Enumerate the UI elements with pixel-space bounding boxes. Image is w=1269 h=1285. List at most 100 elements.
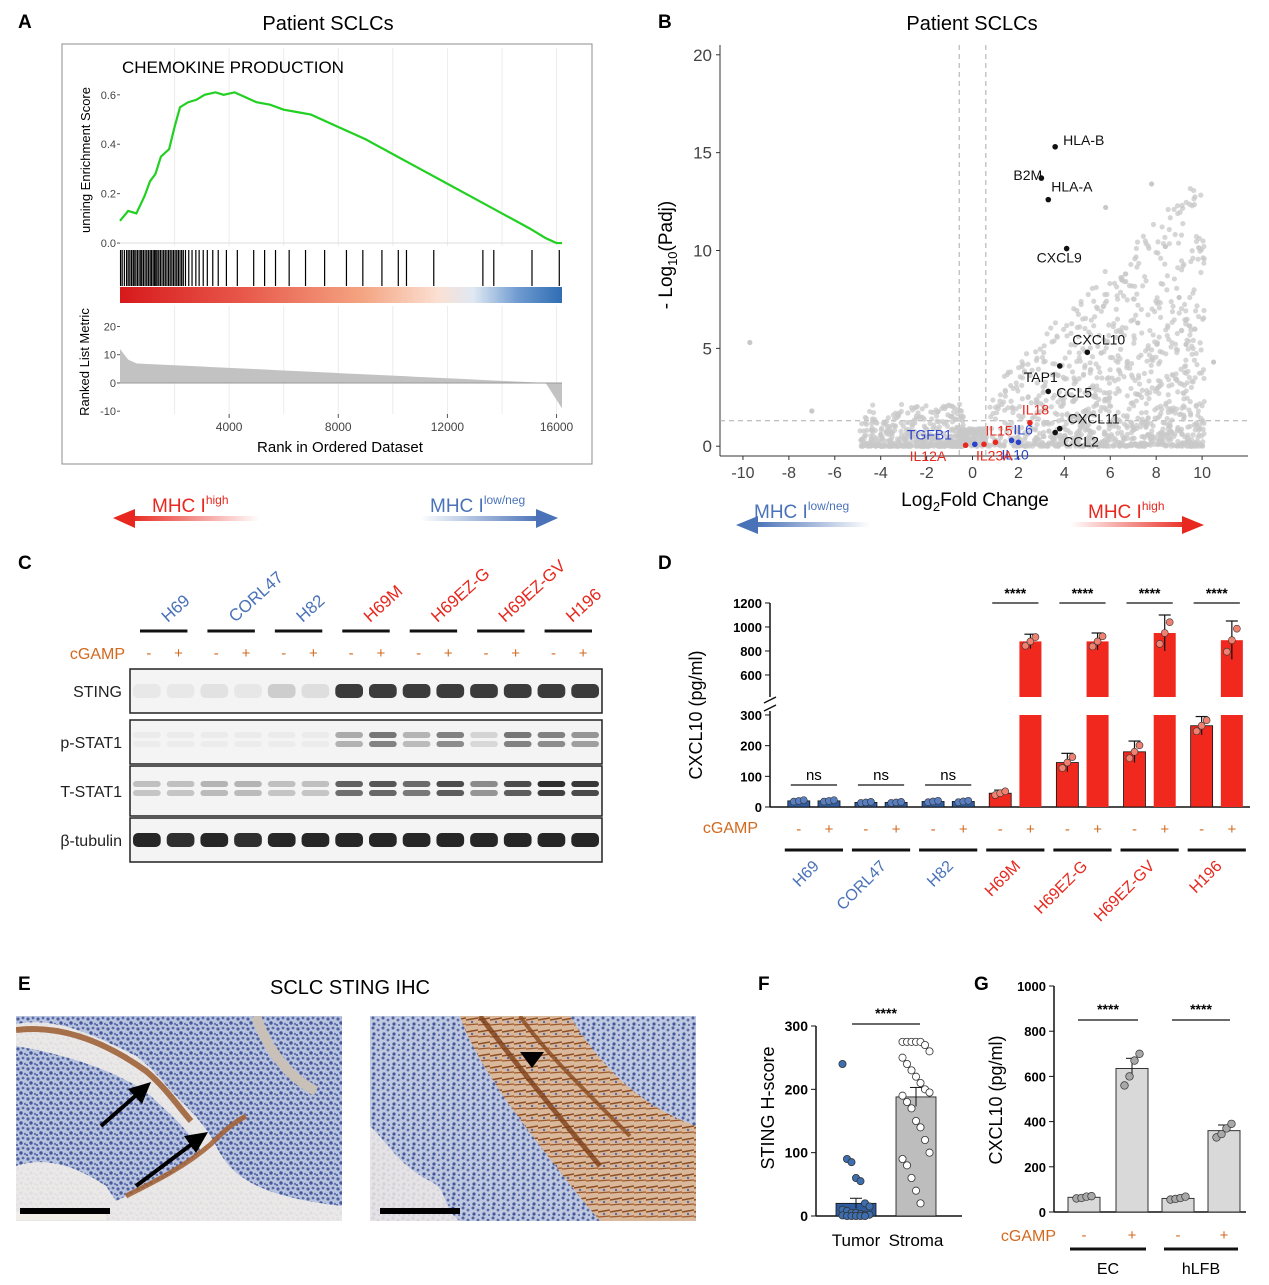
gene-point	[1178, 258, 1185, 264]
volcano-y-axis-label: - Log10(Padj)	[656, 201, 680, 309]
panel-e-header: E SCLC STING IHC	[18, 974, 430, 999]
hscore-category-label: Tumor	[832, 1231, 881, 1250]
gene-point	[1179, 405, 1185, 411]
gene-point	[1106, 380, 1113, 386]
gene-point	[1143, 278, 1149, 284]
arrow-annotation	[99, 1082, 151, 1128]
gene-point	[1160, 281, 1166, 287]
gene-point	[1060, 434, 1066, 440]
gene-point	[1025, 361, 1031, 367]
gene-point	[906, 443, 912, 449]
replicate-point	[1155, 640, 1164, 648]
highlighted-gene-point	[1052, 429, 1058, 436]
gene-point	[1191, 187, 1197, 194]
gsea-y-tick-label: 0.0	[101, 238, 116, 250]
gene-point	[1081, 371, 1087, 377]
gene-point	[1172, 410, 1178, 416]
g-treatment-label: cGAMP	[1001, 1228, 1056, 1245]
gsea-gene-set-title: CHEMOKINE PRODUCTION	[122, 58, 344, 77]
gene-point	[1113, 390, 1119, 397]
gene-point	[1139, 387, 1145, 393]
protein-band	[335, 781, 363, 787]
replicate-point	[1217, 1129, 1226, 1139]
gene-point	[1103, 204, 1109, 211]
gene-point	[879, 436, 885, 442]
treatment-plus: +	[825, 821, 834, 838]
gene-point	[870, 428, 876, 435]
cell-line-label: H196	[1187, 858, 1226, 897]
gene-point	[1009, 405, 1016, 411]
gene-label: TGFB1	[907, 426, 952, 442]
gene-point	[1052, 361, 1058, 367]
gene-point	[859, 441, 865, 448]
gene-point	[1148, 181, 1155, 187]
gene-point	[1195, 256, 1201, 262]
gene-point	[1131, 340, 1137, 346]
gene-point	[1088, 443, 1094, 449]
gene-point	[890, 422, 896, 428]
replicate-point	[1160, 629, 1169, 637]
protein-band	[470, 833, 498, 847]
protein-band	[503, 732, 532, 738]
cell-line-label: CORL47	[834, 858, 890, 914]
protein-band	[402, 790, 431, 796]
treatment-plus: +	[174, 645, 183, 662]
gsea-y-tick-label: 0.6	[101, 90, 116, 102]
protein-band	[234, 790, 262, 796]
gene-point	[1184, 337, 1190, 343]
sample-point	[898, 1053, 907, 1062]
protein-band	[335, 732, 363, 738]
gene-point	[1017, 403, 1023, 410]
gene-point	[906, 419, 913, 426]
sample-point	[861, 1211, 870, 1220]
gene-point	[863, 432, 869, 438]
gene-point	[1128, 361, 1135, 367]
gene-point	[1155, 239, 1161, 245]
protein-band	[571, 781, 599, 787]
gene-point	[1055, 372, 1061, 378]
replicate-point	[1068, 753, 1077, 761]
panel-f: F 0 100 200 300 Tumor Stroma **** STING H-scor…	[758, 974, 962, 1250]
gene-point	[1177, 380, 1183, 386]
gene-point	[1089, 354, 1096, 360]
g-y-axis-label: CXCL10 (pg/ml)	[986, 1035, 1006, 1164]
highlighted-gene-point	[1045, 196, 1052, 203]
gene-point	[1094, 375, 1100, 381]
gene-point	[927, 420, 933, 427]
cxcl10-y-tick-label: 1200	[733, 596, 762, 611]
gene-point	[1146, 378, 1152, 384]
gene-point	[1046, 428, 1052, 434]
gene-point	[1191, 357, 1198, 363]
replicate-point	[1130, 1056, 1139, 1065]
gene-point	[1183, 357, 1189, 363]
protein-band	[571, 684, 599, 698]
gene-point	[1179, 202, 1185, 208]
replicate-point	[799, 796, 808, 804]
gene-point	[1183, 341, 1189, 348]
gene-point	[988, 414, 994, 420]
sample-point	[916, 1079, 925, 1088]
gene-point	[1195, 434, 1201, 441]
gene-point	[1162, 434, 1169, 440]
gene-point	[1201, 260, 1207, 266]
replicate-point	[897, 798, 905, 806]
gene-point	[1162, 234, 1168, 240]
gene-point	[1171, 405, 1177, 411]
gene-point	[1115, 430, 1121, 436]
gene-point	[920, 442, 926, 448]
gene-point	[1144, 387, 1150, 394]
protein-band	[234, 684, 262, 698]
gene-point	[1164, 273, 1170, 279]
gene-point	[1028, 400, 1034, 406]
gene-point	[1189, 248, 1195, 254]
gene-point	[1136, 354, 1142, 360]
gene-point	[1178, 232, 1185, 238]
replicate-point	[1120, 1081, 1129, 1090]
gene-point	[1101, 429, 1107, 435]
treatment-minus: -	[146, 645, 151, 662]
gene-point	[1029, 367, 1035, 373]
sample-point	[916, 1123, 925, 1132]
gene-point	[951, 405, 957, 411]
replicate-point	[1130, 748, 1139, 756]
